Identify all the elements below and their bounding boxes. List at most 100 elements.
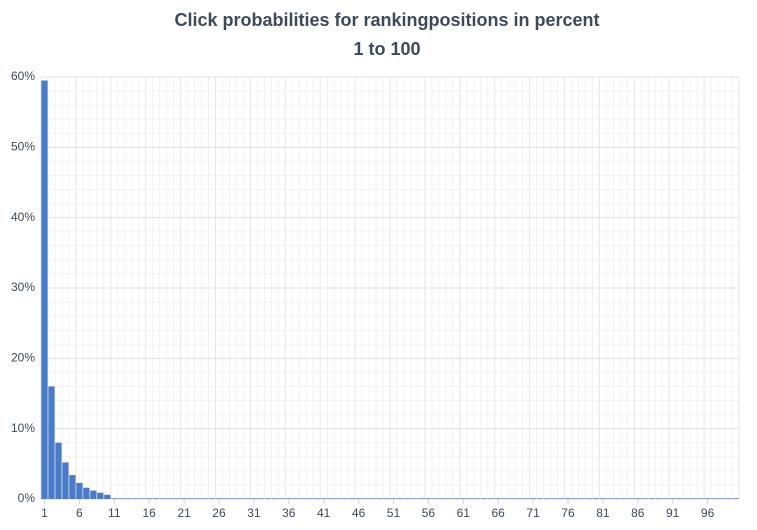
bar <box>146 498 153 499</box>
bar <box>236 498 244 499</box>
bar <box>557 498 565 499</box>
x-tick-label: 56 <box>422 506 436 520</box>
bar <box>271 498 278 499</box>
bar <box>327 498 334 499</box>
bar <box>411 498 418 499</box>
bar <box>732 498 739 499</box>
bar <box>592 498 600 499</box>
bar <box>125 498 132 499</box>
x-tick-label: 6 <box>76 506 83 520</box>
bar <box>502 498 509 499</box>
bar <box>194 498 202 499</box>
bar <box>348 498 355 499</box>
chart-title: Click probabilities for rankingpositions… <box>174 10 599 30</box>
x-tick-label: 31 <box>247 506 261 520</box>
bar <box>481 498 488 499</box>
x-tick-label: 86 <box>631 506 645 520</box>
bar <box>132 498 139 499</box>
bar <box>278 498 285 499</box>
bar <box>90 490 97 499</box>
bar <box>97 492 104 499</box>
bar <box>404 498 411 499</box>
x-tick-label: 21 <box>177 506 191 520</box>
bar <box>69 475 76 499</box>
bar <box>160 498 167 499</box>
bar <box>369 498 376 499</box>
bar <box>76 482 83 499</box>
x-tick-label: 51 <box>387 506 401 520</box>
bar <box>257 498 265 499</box>
x-tick-label: 96 <box>701 506 715 520</box>
bar <box>376 498 383 499</box>
y-tick-label: 10% <box>11 421 35 435</box>
y-tick-label: 60% <box>11 69 35 83</box>
bar <box>697 498 704 499</box>
bar <box>320 498 327 499</box>
bar <box>83 487 90 499</box>
bar <box>641 498 648 499</box>
bar <box>139 498 146 499</box>
bar <box>439 498 446 499</box>
bar <box>397 498 404 499</box>
bar <box>509 498 516 499</box>
bar <box>418 498 425 499</box>
bar <box>474 498 481 499</box>
bar <box>488 498 495 499</box>
bar <box>627 498 634 499</box>
bar <box>425 498 432 499</box>
bar <box>250 498 258 499</box>
bar <box>166 498 174 499</box>
bar <box>187 498 195 499</box>
bar <box>690 498 697 499</box>
bar <box>153 498 160 499</box>
x-tick-label: 76 <box>561 506 575 520</box>
bar <box>718 498 725 499</box>
bar <box>522 498 530 499</box>
bar <box>222 498 230 499</box>
x-tick-label: 1 <box>41 506 48 520</box>
bar <box>453 498 460 499</box>
bar <box>41 80 48 500</box>
x-tick-label: 36 <box>282 506 296 520</box>
bar <box>613 498 620 499</box>
bar <box>606 498 614 499</box>
bar <box>313 498 320 499</box>
x-tick-label: 61 <box>457 506 471 520</box>
bar <box>655 498 662 499</box>
bar <box>676 498 683 499</box>
y-tick-label: 20% <box>11 351 35 365</box>
bar <box>578 498 586 499</box>
bar <box>215 498 223 499</box>
bar <box>292 498 299 499</box>
x-tick-label: 41 <box>317 506 331 520</box>
bar <box>634 498 641 499</box>
bar <box>515 498 523 499</box>
bar <box>467 498 474 499</box>
y-tick-label: 30% <box>11 280 35 294</box>
bar <box>585 498 593 499</box>
bar <box>711 498 718 499</box>
bar <box>495 498 502 499</box>
bar <box>725 498 732 499</box>
bar <box>118 498 125 499</box>
bar <box>180 498 188 499</box>
bar <box>564 498 572 499</box>
bar <box>432 498 439 499</box>
x-tick-label: 11 <box>108 506 121 520</box>
bar <box>173 498 181 499</box>
bar <box>550 498 558 499</box>
x-tick-label: 91 <box>666 506 680 520</box>
bar <box>669 498 676 499</box>
bar <box>599 498 607 499</box>
bar <box>571 498 579 499</box>
bar <box>446 498 453 499</box>
bar <box>460 498 467 499</box>
bar <box>229 498 237 499</box>
bar <box>390 498 397 499</box>
bar <box>48 386 55 499</box>
bar <box>362 498 369 499</box>
y-tick-label: 50% <box>11 140 35 154</box>
bar <box>111 498 118 499</box>
